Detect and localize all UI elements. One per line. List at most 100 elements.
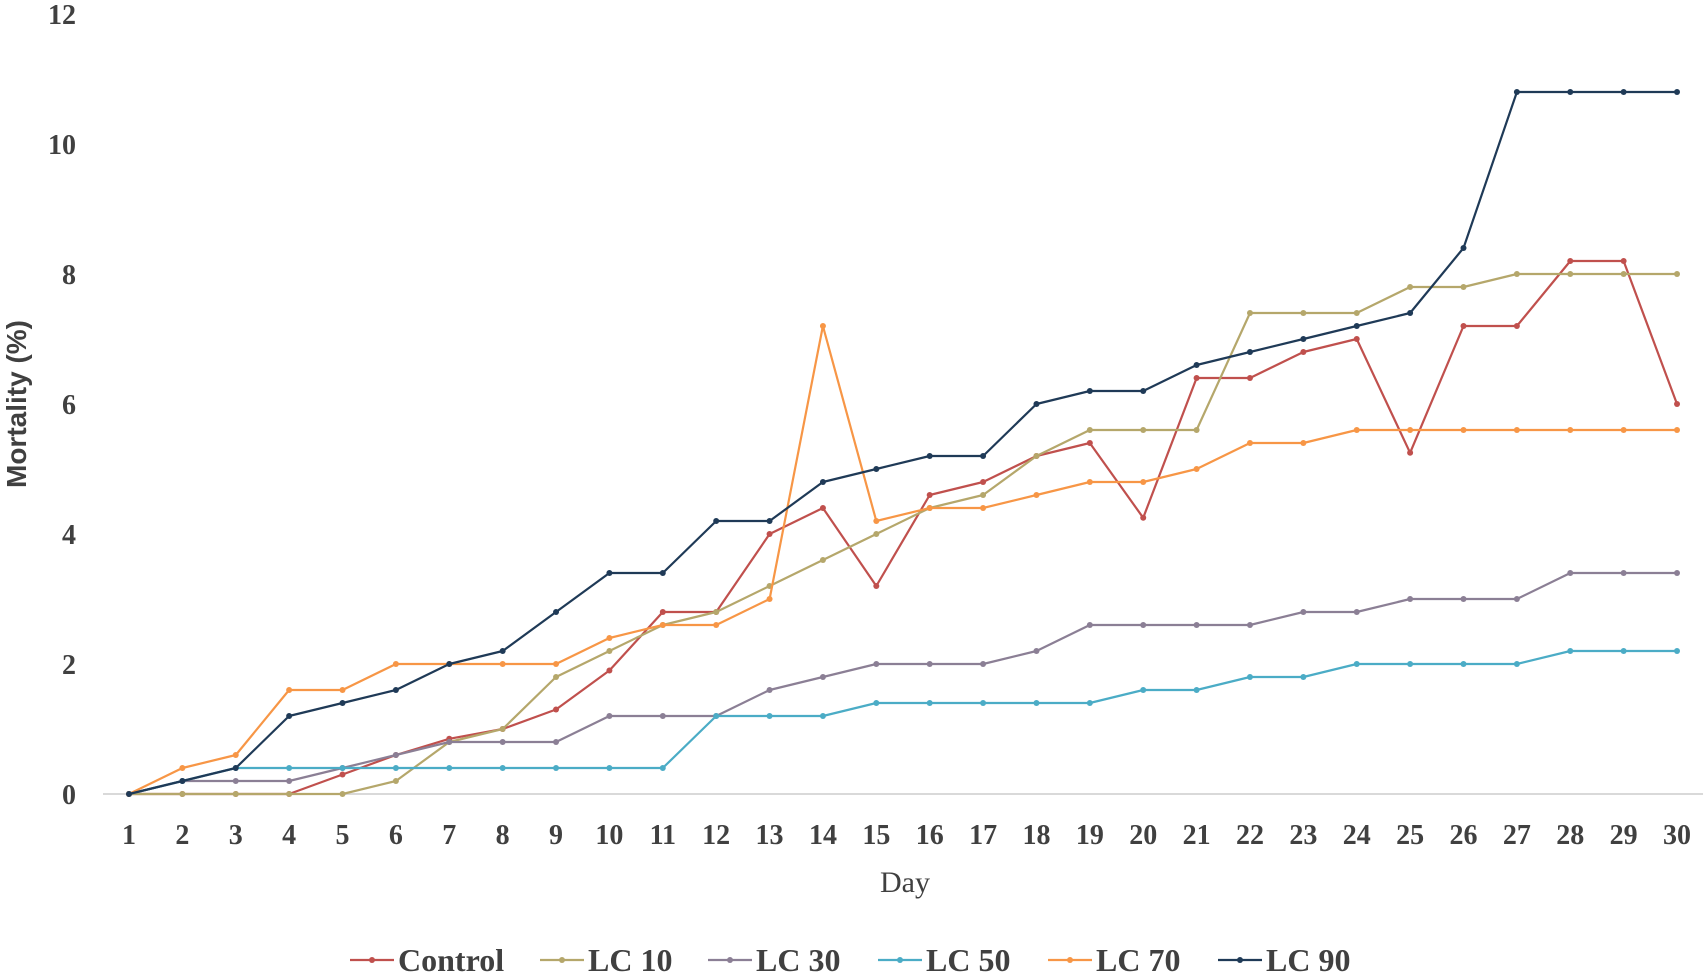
data-point <box>1460 661 1467 667</box>
y-tick-label: 12 <box>48 0 76 31</box>
data-point <box>1460 427 1467 433</box>
x-tick-label: 12 <box>702 820 730 851</box>
x-tick-label: 11 <box>650 820 676 851</box>
legend-label: LC 90 <box>1266 942 1350 976</box>
data-point <box>1620 271 1627 277</box>
data-point <box>1674 570 1681 576</box>
x-tick-label: 27 <box>1503 820 1531 851</box>
data-point <box>980 700 987 706</box>
data-point <box>1300 336 1307 342</box>
data-point <box>766 518 773 524</box>
data-point <box>1300 349 1307 355</box>
data-point <box>1193 687 1200 693</box>
legend-item: LC 30 <box>708 942 840 976</box>
legend: Control LC 10 LC 30 LC 50 LC 70 LC 90 <box>350 942 1350 976</box>
data-point <box>1513 89 1520 95</box>
data-point <box>1193 466 1200 472</box>
legend-marker <box>1237 957 1243 963</box>
data-point <box>1193 362 1200 368</box>
data-point <box>1193 427 1200 433</box>
data-point <box>1620 89 1627 95</box>
data-point <box>232 752 239 758</box>
data-point <box>873 531 880 537</box>
data-point <box>926 505 933 511</box>
data-point <box>179 765 186 771</box>
data-point <box>1300 674 1307 680</box>
data-point <box>286 713 293 719</box>
y-tick-label: 4 <box>62 520 76 551</box>
legend-label: LC 70 <box>1096 942 1180 976</box>
data-point <box>1513 596 1520 602</box>
legend-marker <box>1067 957 1073 963</box>
data-point <box>980 453 987 459</box>
data-point <box>1033 648 1040 654</box>
data-point <box>1246 310 1253 316</box>
data-point <box>1140 622 1147 628</box>
data-point <box>1246 440 1253 446</box>
legend-marker <box>369 957 375 963</box>
data-point <box>819 479 826 485</box>
data-point <box>1086 427 1093 433</box>
data-point <box>392 765 399 771</box>
x-tick-label: 20 <box>1129 820 1157 851</box>
series-line <box>128 90 1677 796</box>
data-point <box>446 661 453 667</box>
data-point <box>1513 661 1520 667</box>
data-point <box>499 726 506 732</box>
series-layer <box>126 89 1681 797</box>
data-point <box>1407 284 1414 290</box>
data-point <box>1674 427 1681 433</box>
x-tick-label: 4 <box>282 820 296 851</box>
x-tick-label: 19 <box>1076 820 1104 851</box>
y-tick-label: 6 <box>62 390 76 421</box>
data-point <box>1407 661 1414 667</box>
data-point <box>659 622 666 628</box>
data-point <box>1140 479 1147 485</box>
data-point <box>499 765 506 771</box>
data-point <box>873 700 880 706</box>
x-tick-label: 3 <box>229 820 243 851</box>
data-point <box>1674 401 1681 407</box>
data-point <box>339 791 346 797</box>
data-point <box>1460 245 1467 251</box>
data-point <box>659 570 666 576</box>
data-point <box>446 739 453 745</box>
series-line <box>129 259 1679 796</box>
x-tick-label: 22 <box>1236 820 1264 851</box>
data-point <box>606 570 613 576</box>
data-point <box>926 453 933 459</box>
data-point <box>606 648 613 654</box>
x-tick-label: 17 <box>969 820 997 851</box>
data-point <box>1460 323 1467 329</box>
data-point <box>819 674 826 680</box>
data-point <box>1300 310 1307 316</box>
data-point <box>926 492 933 498</box>
data-point <box>1086 440 1093 446</box>
data-point <box>1353 427 1360 433</box>
legend-label: Control <box>398 942 504 976</box>
data-point <box>553 674 560 680</box>
x-tick-label: 29 <box>1610 820 1638 851</box>
data-point <box>1353 323 1360 329</box>
data-point <box>553 661 560 667</box>
legend-item: LC 90 <box>1218 942 1350 976</box>
data-point <box>1407 449 1414 456</box>
data-point <box>606 635 613 641</box>
x-tick-label: 2 <box>175 820 189 851</box>
data-point <box>819 713 826 719</box>
data-point <box>819 323 826 329</box>
data-point <box>1246 375 1253 381</box>
data-point <box>1140 388 1147 394</box>
data-point <box>1033 700 1040 706</box>
data-point <box>339 765 346 771</box>
data-point <box>1620 570 1627 576</box>
data-point <box>1086 700 1093 706</box>
data-point <box>713 713 720 719</box>
data-point <box>1246 674 1253 680</box>
x-tick-label: 7 <box>442 820 456 851</box>
data-point <box>1567 427 1574 433</box>
data-point <box>1674 648 1681 654</box>
data-point <box>766 596 773 602</box>
data-point <box>1033 453 1040 459</box>
